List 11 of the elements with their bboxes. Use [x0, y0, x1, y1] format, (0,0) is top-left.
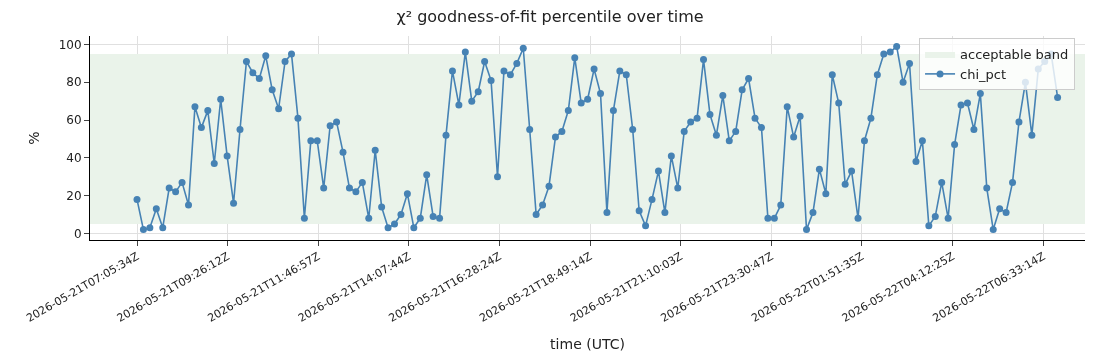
y-tick-label: 100: [58, 37, 82, 52]
y-tick-label: 20: [66, 188, 82, 203]
y-tick-label: 80: [66, 75, 82, 90]
band-label: acceptable band: [960, 47, 1069, 63]
y-axis-title: %: [26, 131, 43, 145]
y-tick-label: 40: [66, 151, 82, 166]
legend-label: chi_pct: [960, 66, 1007, 82]
x-axis-title: time (UTC): [550, 336, 625, 353]
y-tick-label: 60: [66, 113, 82, 128]
chart-title: χ² goodness-of-fit percentile over time: [396, 7, 704, 26]
y-tick-label: 0: [73, 226, 82, 241]
